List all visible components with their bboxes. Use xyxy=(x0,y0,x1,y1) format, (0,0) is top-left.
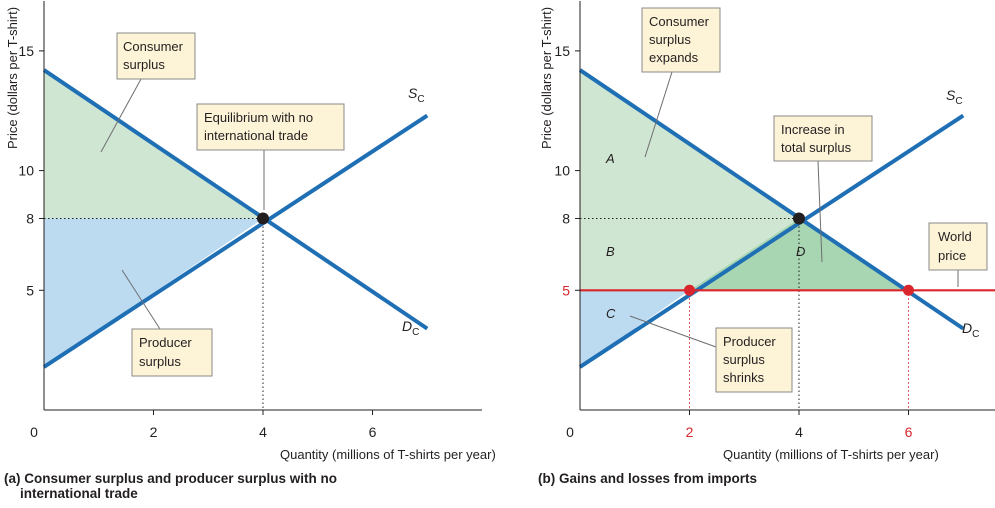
demand-curve xyxy=(578,68,965,331)
world-price-demand-point xyxy=(903,284,914,296)
callout-line: Producer xyxy=(139,335,192,350)
region-label-a: A xyxy=(605,151,615,166)
callout-line: surplus xyxy=(139,354,181,369)
callout-line: surplus xyxy=(123,57,165,72)
callout-producer-surplus-a: Producer surplus xyxy=(121,269,213,377)
panel-a-x-tick-0: 0 xyxy=(30,424,38,440)
panel-a-y-tick-5: 5 xyxy=(26,282,34,298)
panel-b: 0 2 4 6 5 8 10 15 Quantity (millions of … xyxy=(538,1,995,486)
callout-line: Consumer xyxy=(649,14,710,29)
panel-b-caption: (b) Gains and losses from imports xyxy=(538,471,757,486)
region-label-b: B xyxy=(606,244,615,259)
panel-a-x-tick-4: 4 xyxy=(259,424,267,440)
panel-a-x-ticks: 0 2 4 6 xyxy=(30,424,377,440)
panel-b-y-tick-5: 5 xyxy=(562,282,570,298)
callout-line: surplus xyxy=(723,352,765,367)
panel-b-x-tick-0: 0 xyxy=(566,424,574,440)
callout-line: expands xyxy=(649,50,699,65)
panel-a-axes xyxy=(39,1,482,415)
region-label-d: D xyxy=(796,244,805,259)
world-price-supply-point xyxy=(684,284,695,296)
panel-a-caption-line-2: international trade xyxy=(20,486,138,501)
panel-b-marks xyxy=(684,212,914,296)
callout-line: price xyxy=(938,248,966,263)
supply-curve xyxy=(42,113,429,369)
panel-b-y-tick-15: 15 xyxy=(554,43,570,59)
panel-b-x-axis-label: Quantity (millions of T-shirts per year) xyxy=(723,447,939,462)
callout-consumer-surplus-a: Consumer surplus xyxy=(100,32,196,153)
panel-b-x-tick-6: 6 xyxy=(905,424,913,440)
producer-surplus-area xyxy=(580,290,690,367)
panel-a-y-tick-8: 8 xyxy=(26,210,34,226)
callout-line: total surplus xyxy=(781,140,852,155)
consumer-surplus-area xyxy=(580,70,799,291)
panel-b-y-tick-10: 10 xyxy=(554,163,570,179)
callout-world-price: World price xyxy=(928,222,988,287)
callout-line: shrinks xyxy=(723,370,765,385)
panel-a-y-tick-15: 15 xyxy=(18,43,34,59)
region-label-c: C xyxy=(606,306,616,321)
equilibrium-point xyxy=(793,212,805,225)
panel-a-demand-sub: C xyxy=(412,327,419,338)
callout-line: Equilibrium with no xyxy=(204,110,313,125)
panel-a-supply-label: SC xyxy=(408,85,425,105)
panel-b-demand-name: D xyxy=(962,320,972,336)
callout-line: Increase in xyxy=(781,122,845,137)
panel-b-y-axis-label: Price (dollars per T-shirt) xyxy=(539,7,554,149)
panel-b-guides xyxy=(580,217,909,410)
panel-a-x-tick-2: 2 xyxy=(150,424,158,440)
panel-a-curves xyxy=(42,68,429,369)
panel-a-caption-line-1: (a) Consumer surplus and producer surplu… xyxy=(4,471,337,486)
panel-a-guides xyxy=(44,217,264,410)
callout-equilibrium-a: Equilibrium with no international trade xyxy=(196,103,345,210)
panel-a-x-tick-6: 6 xyxy=(369,424,377,440)
panel-b-demand-label: DC xyxy=(962,320,979,340)
supply-curve xyxy=(578,113,965,369)
panel-b-axes xyxy=(575,1,995,415)
panel-b-supply-sub: C xyxy=(955,96,962,107)
callout-increase-total-surplus: Increase in total surplus xyxy=(773,115,873,263)
total-surplus-gain-area xyxy=(689,218,909,291)
panel-b-supply-label: SC xyxy=(946,87,963,107)
panel-a-supply-name: S xyxy=(408,85,418,101)
callout-line: World xyxy=(938,229,972,244)
callout-line: Producer xyxy=(723,334,776,349)
panel-a-caption: (a) Consumer surplus and producer surplu… xyxy=(4,471,337,501)
panel-a-demand-label: DC xyxy=(402,318,419,338)
callout-line: international trade xyxy=(204,128,308,143)
panel-b-x-ticks: 0 2 4 6 xyxy=(566,424,913,440)
panel-b-supply-name: S xyxy=(946,87,956,103)
panel-a-y-tick-10: 10 xyxy=(18,163,34,179)
panel-a-x-axis-label: Quantity (millions of T-shirts per year) xyxy=(280,447,496,462)
callout-line: surplus xyxy=(649,32,691,47)
panel-a-y-ticks: 5 8 10 15 xyxy=(18,43,34,298)
callout-consumer-surplus-expands: Consumer surplus expands xyxy=(641,7,721,158)
panel-b-x-tick-4: 4 xyxy=(795,424,803,440)
panel-a-demand-name: D xyxy=(402,318,412,334)
panel-a-marks xyxy=(257,212,269,225)
callout-line: Consumer xyxy=(123,39,184,54)
demand-curve xyxy=(42,68,429,331)
panel-b-y-tick-8: 8 xyxy=(562,210,570,226)
panel-a: 0 2 4 6 5 8 10 15 Quantity (millions of … xyxy=(4,1,496,501)
equilibrium-point xyxy=(257,212,269,225)
panel-b-demand-sub: C xyxy=(972,329,979,340)
panel-b-x-tick-2: 2 xyxy=(686,424,694,440)
panel-b-y-ticks: 5 8 10 15 xyxy=(554,43,570,298)
panel-b-curves xyxy=(578,68,995,369)
panel-b-shading xyxy=(580,70,909,367)
panel-a-y-axis-label: Price (dollars per T-shirt) xyxy=(5,7,20,149)
panel-a-supply-sub: C xyxy=(417,94,424,105)
callout-producer-surplus-shrinks: Producer surplus shrinks xyxy=(629,315,793,393)
